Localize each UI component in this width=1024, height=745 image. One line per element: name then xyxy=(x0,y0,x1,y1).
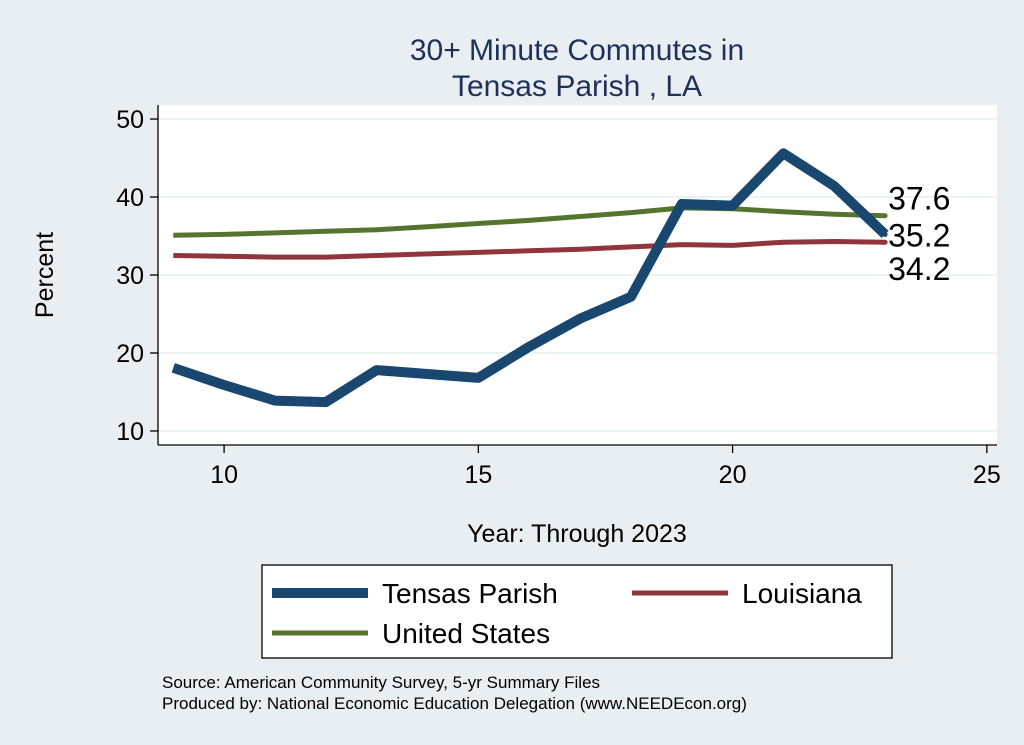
legend-label-united-states: United States xyxy=(382,618,550,649)
end-label-louisiana: 34.2 xyxy=(888,251,950,287)
series-line-tensas-parish xyxy=(171,148,889,408)
x-tick-label: 15 xyxy=(464,461,492,489)
source-note: Source: American Community Survey, 5-yr … xyxy=(162,673,600,692)
x-tick-label: 20 xyxy=(719,461,747,489)
end-label-tensas-parish: 35.2 xyxy=(888,217,950,253)
y-tick-label: 30 xyxy=(116,262,144,290)
y-axis-title: Percent xyxy=(31,232,59,318)
producer-note: Produced by: National Economic Education… xyxy=(162,694,747,713)
end-point-tensas-parish xyxy=(882,231,888,237)
legend-label-tensas-parish: Tensas Parish xyxy=(382,578,558,609)
y-tick-label: 40 xyxy=(116,184,144,212)
series-line-united-states xyxy=(173,205,886,238)
x-tick-label: 25 xyxy=(973,461,1001,489)
legend-box xyxy=(261,564,893,659)
series-lines xyxy=(171,148,889,408)
end-label-united-states: 37.6 xyxy=(888,181,950,217)
y-tick-label: 50 xyxy=(116,106,144,134)
axis-ticks: 10 20 30 40 50 10 15 20 25 xyxy=(116,106,1001,489)
y-tick-label: 20 xyxy=(116,340,144,368)
legend-label-louisiana: Louisiana xyxy=(742,578,862,609)
y-tick-label: 10 xyxy=(116,418,144,446)
end-labels: 35.234.2 37.6 xyxy=(882,181,950,287)
end-point-united-states xyxy=(882,213,888,219)
end-point-louisiana xyxy=(882,239,888,245)
x-axis-title: Year: Through 2023 xyxy=(467,520,687,548)
chart-title-line-2: Tensas Parish , LA xyxy=(452,70,702,103)
grid-lines xyxy=(158,118,997,432)
x-tick-label: 10 xyxy=(210,461,238,489)
series-line-louisiana xyxy=(173,239,886,260)
chart-title-line-1: 30+ Minute Commutes in xyxy=(410,34,744,67)
